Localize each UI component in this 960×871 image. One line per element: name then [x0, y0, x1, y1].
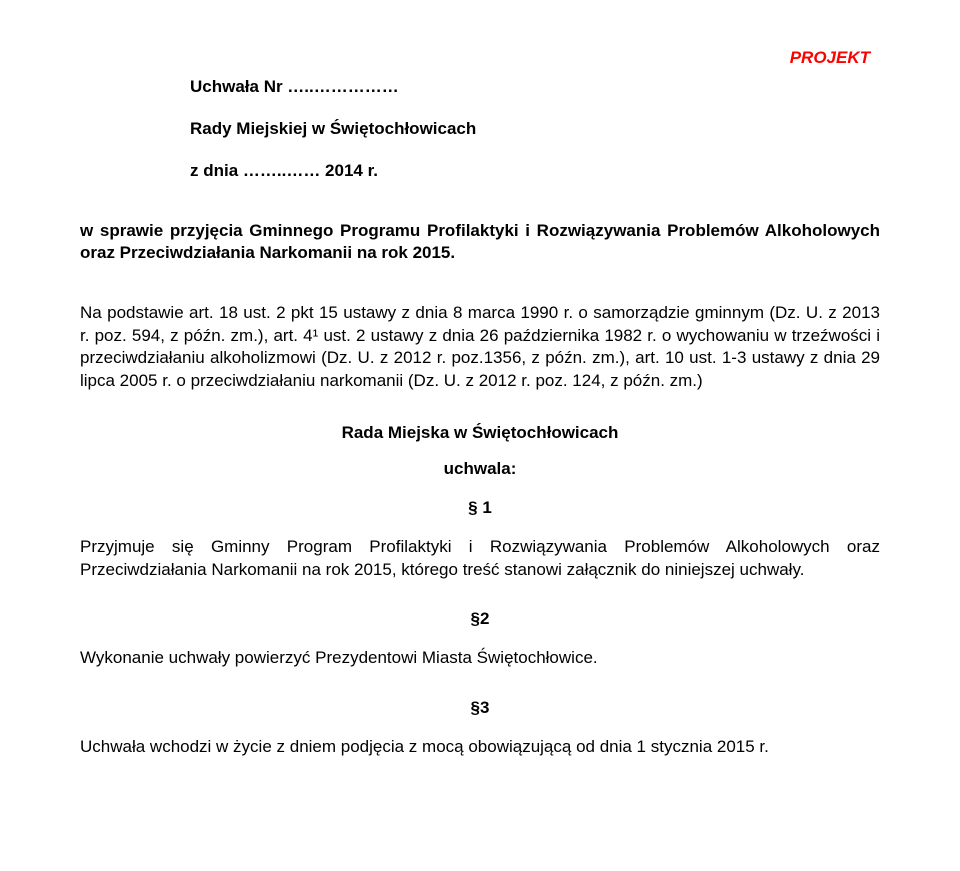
section-2-text: Wykonanie uchwały powierzyć Prezydentowi… [80, 647, 880, 669]
projekt-label: PROJEKT [790, 48, 870, 68]
section-2-num: §2 [80, 609, 880, 629]
legal-basis: Na podstawie art. 18 ust. 2 pkt 15 ustaw… [80, 302, 880, 392]
section-3-num: §3 [80, 698, 880, 718]
section-3-text: Uchwała wchodzi w życie z dniem podjęcia… [80, 736, 880, 758]
section-1-num: § 1 [80, 498, 880, 518]
z-dnia: z dnia ……..…… 2014 r. [190, 160, 880, 182]
subject-line: w sprawie przyjęcia Gminnego Programu Pr… [80, 220, 880, 264]
document-page: PROJEKT Uchwała Nr …..…………… Rady Miejski… [0, 0, 960, 871]
section-1-text: Przyjmuje się Gminny Program Profilaktyk… [80, 536, 880, 581]
uchwala-label: uchwala: [80, 458, 880, 480]
document-header: Uchwała Nr …..…………… Rady Miejskiej w Świ… [80, 76, 880, 182]
uchwala-nr: Uchwała Nr …..…………… [190, 76, 880, 98]
rada-uchwala: Rada Miejska w Świętochłowicach [80, 422, 880, 444]
rada-miejska: Rady Miejskiej w Świętochłowicach [190, 118, 880, 140]
